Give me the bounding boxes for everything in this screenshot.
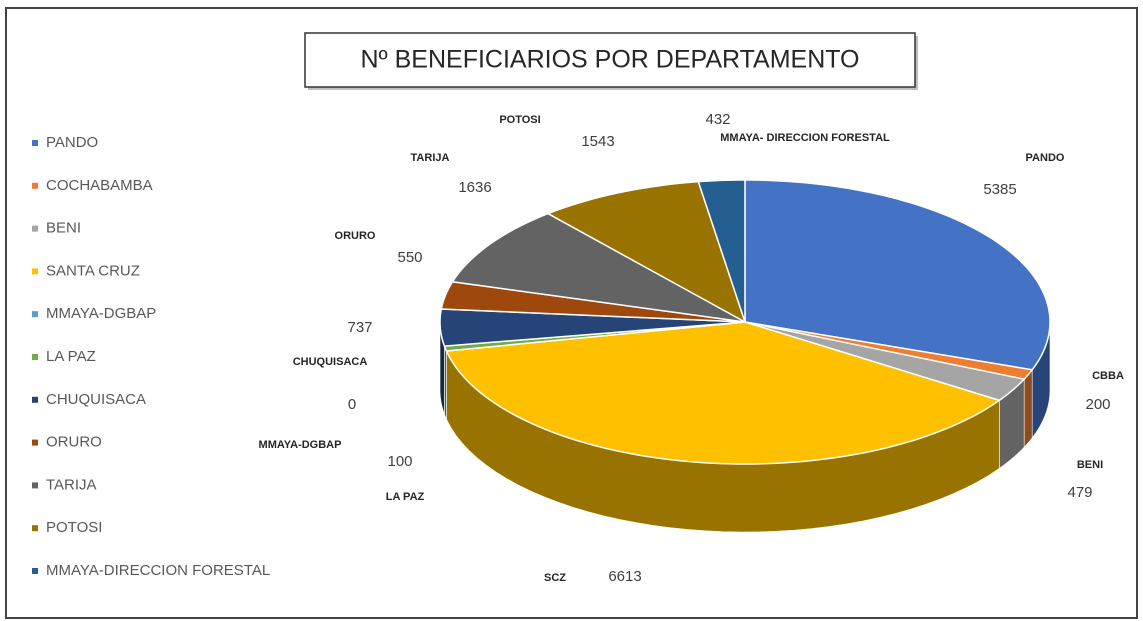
- slice-value-label: 6613: [608, 568, 641, 585]
- legend-swatch: [32, 140, 38, 146]
- slice-name-label: POTOSI: [499, 114, 540, 126]
- legend-swatch: [32, 439, 38, 446]
- slice: [744, 179, 1051, 371]
- slice-value-label: 5385: [983, 181, 1016, 198]
- slice-name-label: BENI: [1077, 459, 1103, 471]
- slice-value-label: 200: [1085, 396, 1110, 413]
- slice: [546, 180, 747, 324]
- slice-name-label: CBBA: [1092, 370, 1124, 382]
- legend-label: CHUQUISACA: [46, 391, 146, 408]
- slice-value-label: 1636: [458, 179, 491, 196]
- slice-name-label: MMAYA-DGBAP: [259, 439, 342, 451]
- legend-label: POTOSI: [46, 519, 102, 536]
- slice: [451, 212, 746, 323]
- legend-swatch: [32, 482, 38, 489]
- slice-name-label: CHUQUISACA: [293, 356, 368, 368]
- slice-side: [1023, 368, 1033, 448]
- legend-swatch: [32, 354, 38, 360]
- slice-name-label: MMAYA- DIRECCION FORESTAL: [720, 132, 890, 144]
- slice: [744, 321, 1026, 402]
- slice: [439, 308, 746, 347]
- slice-value-label: 1543: [581, 133, 614, 150]
- slice-value-label: 432: [705, 111, 730, 128]
- slice-value-label: 550: [397, 249, 422, 266]
- slice-value-label: 737: [347, 319, 372, 336]
- legend-label: SANTA CRUZ: [46, 262, 140, 279]
- legend-swatch: [32, 268, 38, 275]
- legend-label: MMAYA-DGBAP: [46, 305, 156, 322]
- slice-name-label: TARIJA: [411, 152, 450, 164]
- legend-swatch: [32, 525, 38, 532]
- legend-label: TARIJA: [46, 476, 97, 493]
- legend-swatch: [32, 311, 38, 318]
- slice-value-label: 479: [1067, 484, 1092, 501]
- chart-title: Nº BENEFICIARIOS POR DEPARTAMENTO: [360, 46, 859, 74]
- slice-value-label: 0: [348, 396, 356, 413]
- legend-label: BENI: [46, 220, 81, 237]
- slice-name-label: PANDO: [1026, 152, 1065, 164]
- slice-side: [444, 345, 447, 420]
- slice-name-label: LA PAZ: [386, 491, 425, 503]
- slice: [697, 179, 746, 323]
- legend-label: MMAYA-DIRECCION FORESTAL: [46, 562, 270, 579]
- slice-name-label: ORURO: [335, 230, 376, 242]
- slice-name-label: SCZ: [544, 572, 566, 584]
- legend-swatch: [32, 182, 38, 189]
- legend-swatch: [32, 396, 38, 403]
- legend-swatch: [32, 568, 38, 574]
- legend-label: PANDO: [46, 134, 98, 151]
- slice-value-label: 100: [387, 453, 412, 470]
- slice: [445, 321, 1002, 465]
- legend-label: ORURO: [46, 434, 102, 451]
- legend-swatch: [32, 225, 38, 232]
- title-box: [304, 32, 916, 88]
- legend-label: COCHABAMBA: [46, 177, 153, 194]
- legend-label: LA PAZ: [46, 348, 96, 365]
